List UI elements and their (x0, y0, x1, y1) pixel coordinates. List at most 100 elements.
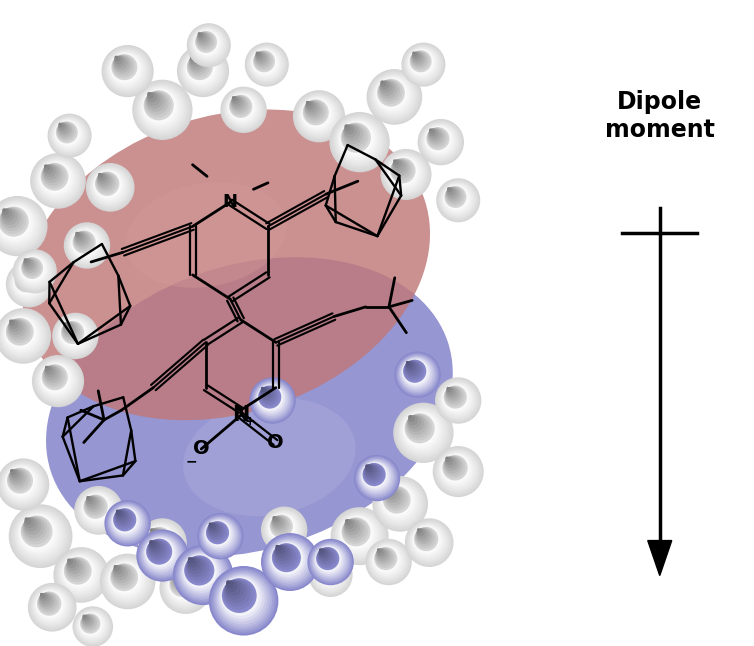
Circle shape (316, 547, 339, 570)
Circle shape (428, 128, 443, 143)
Circle shape (344, 125, 354, 134)
Circle shape (409, 523, 448, 561)
Circle shape (440, 182, 475, 217)
Circle shape (77, 488, 120, 532)
Circle shape (51, 117, 87, 154)
Circle shape (256, 52, 263, 59)
Circle shape (38, 592, 57, 611)
Circle shape (363, 464, 382, 482)
Circle shape (372, 545, 403, 576)
Circle shape (84, 494, 108, 519)
Circle shape (18, 255, 50, 286)
Circle shape (38, 361, 76, 399)
Circle shape (226, 92, 259, 125)
Circle shape (345, 124, 348, 128)
Circle shape (405, 46, 441, 83)
Circle shape (446, 457, 448, 459)
Circle shape (443, 386, 467, 409)
Circle shape (405, 413, 435, 443)
Circle shape (264, 536, 316, 588)
Circle shape (261, 506, 308, 553)
Circle shape (446, 387, 456, 397)
Circle shape (32, 154, 84, 207)
Circle shape (383, 486, 411, 514)
Circle shape (9, 320, 15, 326)
Circle shape (372, 476, 428, 532)
Circle shape (142, 89, 179, 125)
Circle shape (8, 468, 31, 491)
Circle shape (143, 536, 180, 573)
Circle shape (36, 359, 79, 402)
Circle shape (413, 526, 440, 553)
Circle shape (42, 164, 63, 185)
Circle shape (440, 182, 477, 218)
Circle shape (114, 56, 128, 70)
Circle shape (446, 387, 449, 390)
Circle shape (368, 541, 409, 583)
Circle shape (181, 553, 222, 593)
Circle shape (10, 469, 13, 472)
Circle shape (214, 571, 272, 629)
Circle shape (174, 547, 231, 603)
Circle shape (97, 172, 115, 191)
Circle shape (254, 51, 271, 68)
Circle shape (358, 459, 394, 495)
Circle shape (140, 534, 184, 577)
Circle shape (253, 50, 275, 72)
Circle shape (446, 387, 454, 395)
Circle shape (195, 32, 215, 51)
Circle shape (259, 386, 279, 406)
Circle shape (317, 547, 337, 568)
Circle shape (424, 125, 455, 156)
Circle shape (409, 50, 434, 74)
Circle shape (5, 466, 37, 498)
Circle shape (57, 317, 93, 353)
Circle shape (305, 101, 317, 112)
Circle shape (63, 322, 69, 328)
Ellipse shape (126, 182, 287, 287)
Circle shape (48, 114, 92, 158)
Circle shape (210, 568, 277, 634)
Circle shape (14, 269, 38, 293)
Circle shape (228, 94, 256, 122)
Circle shape (82, 615, 87, 620)
Circle shape (260, 387, 271, 397)
Circle shape (354, 455, 400, 501)
Circle shape (54, 547, 109, 603)
Circle shape (202, 517, 238, 554)
Circle shape (318, 561, 335, 579)
Circle shape (316, 560, 341, 585)
Circle shape (377, 79, 405, 107)
Circle shape (64, 557, 92, 585)
Circle shape (407, 48, 437, 78)
Circle shape (44, 165, 48, 167)
Circle shape (112, 55, 133, 76)
Circle shape (143, 523, 181, 561)
Circle shape (10, 469, 16, 475)
Circle shape (40, 162, 71, 193)
Circle shape (406, 414, 432, 441)
Circle shape (306, 101, 309, 104)
Circle shape (86, 496, 94, 505)
Circle shape (33, 156, 83, 205)
Circle shape (209, 523, 214, 528)
Circle shape (44, 165, 56, 177)
Circle shape (0, 203, 38, 247)
Circle shape (42, 365, 66, 388)
Circle shape (393, 160, 401, 168)
Circle shape (108, 51, 146, 89)
Circle shape (252, 49, 278, 76)
Circle shape (5, 465, 39, 500)
Circle shape (440, 453, 472, 485)
Circle shape (373, 547, 399, 572)
Circle shape (438, 451, 477, 491)
Circle shape (97, 172, 113, 189)
Circle shape (384, 486, 408, 511)
Circle shape (45, 366, 48, 369)
Circle shape (303, 100, 326, 123)
Circle shape (2, 209, 12, 218)
Circle shape (0, 311, 48, 360)
Circle shape (93, 171, 123, 200)
Circle shape (382, 151, 430, 198)
Circle shape (402, 359, 430, 387)
